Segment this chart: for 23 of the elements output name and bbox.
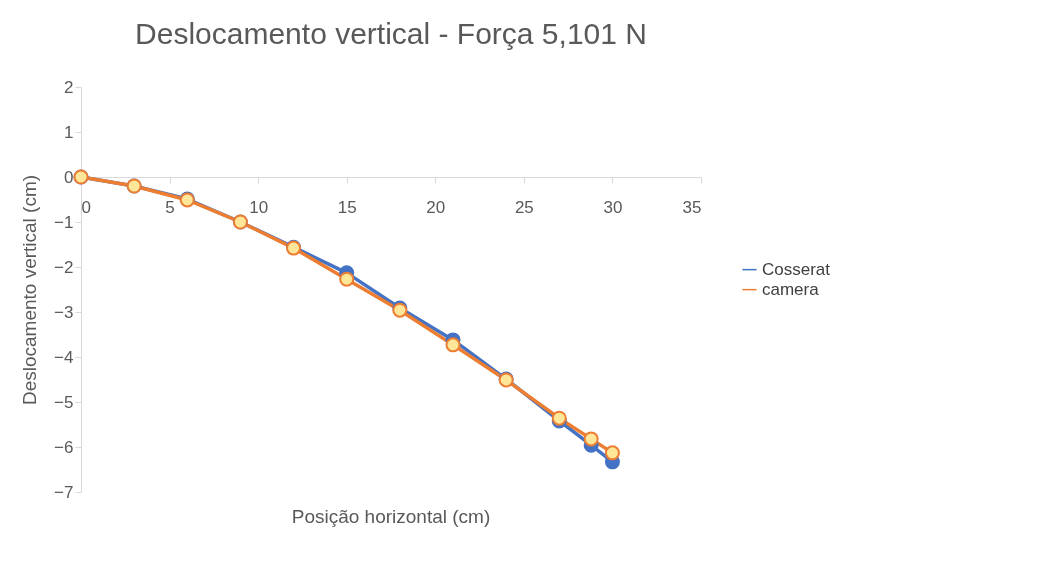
y-tick-label: −4 bbox=[54, 347, 74, 367]
x-tick-label: 5 bbox=[165, 197, 175, 217]
y-tick-label: 2 bbox=[64, 77, 74, 97]
x-tick-label: 35 bbox=[682, 197, 702, 217]
y-tick-label: −2 bbox=[54, 257, 74, 277]
legend-label: camera bbox=[762, 279, 820, 299]
x-tick-label: 30 bbox=[603, 197, 623, 217]
x-tick-label: 15 bbox=[337, 197, 357, 217]
y-tick-label: −7 bbox=[54, 482, 74, 502]
x-axis-title: Posição horizontal (cm) bbox=[291, 506, 491, 527]
x-tick-label: 20 bbox=[426, 197, 446, 217]
x-tick-label: 0 bbox=[81, 197, 91, 217]
y-tick-label: 1 bbox=[64, 122, 74, 142]
x-tick-label: 10 bbox=[249, 197, 269, 217]
y-tick-label: 0 bbox=[64, 167, 74, 187]
y-tick-label: −5 bbox=[54, 392, 74, 412]
x-tick-label: 25 bbox=[514, 197, 534, 217]
y-tick-label: −3 bbox=[54, 302, 74, 322]
chart-title: Deslocamento vertical - Força 5,101 N bbox=[135, 17, 647, 50]
y-tick-label: −6 bbox=[54, 437, 74, 457]
y-axis-title: Deslocamento vertical (cm) bbox=[19, 174, 41, 406]
legend-label: Cosserat bbox=[762, 259, 831, 279]
y-tick-label: −1 bbox=[54, 212, 74, 232]
